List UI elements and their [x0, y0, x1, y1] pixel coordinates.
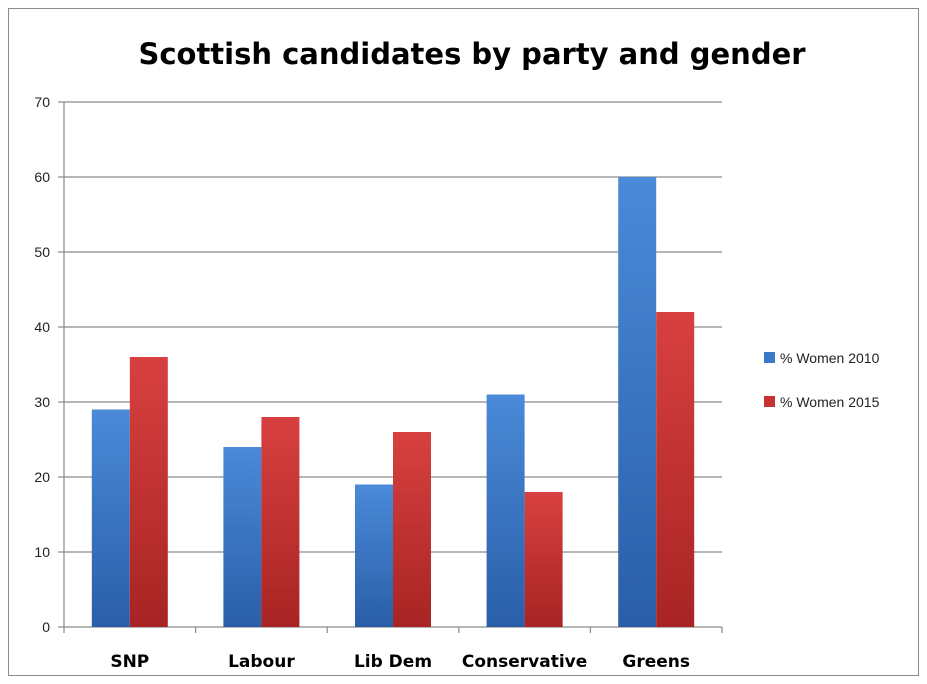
y-axis-tick-labels: 0 10 20 30 40 50 60 70 — [34, 94, 50, 635]
chart-title: Scottish candidates by party and gender — [138, 37, 806, 71]
x-tick-label: Greens — [622, 652, 690, 672]
gridlines — [64, 101, 722, 553]
bar-women-2015-conservative — [524, 492, 563, 627]
y-tick-label: 60 — [34, 169, 50, 185]
x-tick-label: Lib Dem — [354, 652, 432, 672]
bar-women-2010-snp — [91, 409, 130, 627]
x-tick-label: SNP — [110, 652, 149, 672]
legend: % Women 2010 % Women 2015 — [764, 350, 880, 410]
y-tick-label: 10 — [34, 544, 50, 560]
legend-label: % Women 2010 — [780, 350, 880, 366]
y-tick-label: 30 — [34, 394, 50, 410]
bar-women-2015-lib-dem — [393, 432, 431, 627]
x-axis-tick-labels: SNP Labour Lib Dem Conservative Greens — [110, 652, 690, 672]
bars — [91, 177, 695, 627]
x-tick-label: Labour — [228, 652, 295, 672]
legend-label: % Women 2015 — [780, 394, 880, 410]
y-tick-label: 40 — [34, 319, 50, 335]
y-tick-label: 50 — [34, 244, 50, 260]
legend-swatch — [764, 352, 775, 363]
bar-women-2015-greens — [656, 312, 695, 627]
legend-swatch — [764, 396, 775, 407]
bar-women-2010-lib-dem — [355, 484, 393, 627]
y-tick-label: 70 — [34, 94, 50, 110]
bar-women-2010-labour — [223, 447, 262, 627]
y-tick-label: 0 — [42, 619, 50, 635]
x-tick-label: Conservative — [462, 652, 587, 672]
bar-women-2010-conservative — [486, 394, 525, 627]
bar-women-2015-labour — [261, 417, 300, 627]
y-tick-label: 20 — [34, 469, 50, 485]
bar-women-2015-snp — [129, 357, 168, 627]
bar-women-2010-greens — [618, 177, 657, 627]
